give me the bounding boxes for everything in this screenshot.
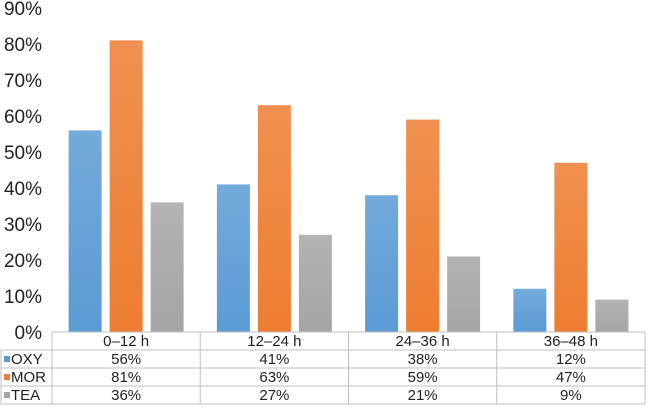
data-label: 63% [259, 369, 289, 386]
y-tick-label: 90% [4, 0, 42, 20]
y-tick-label: 10% [4, 287, 42, 308]
legend-label-oxy: OXY [11, 351, 43, 368]
bar-tea [298, 234, 332, 332]
legend-label-mor: MOR [11, 369, 46, 386]
data-label: 38% [408, 351, 438, 368]
category-label: 12–24 h [247, 333, 301, 350]
category-label: 36–48 h [544, 333, 598, 350]
y-tick-label: 20% [4, 251, 42, 272]
bar-mor [406, 119, 440, 332]
data-label: 9% [560, 387, 582, 404]
bar-tea [150, 202, 184, 332]
bar-mor [554, 162, 588, 332]
bar-oxy [513, 288, 547, 332]
data-label: 81% [111, 369, 141, 386]
y-tick-label: 50% [4, 143, 42, 164]
data-table: 0–12 h 12–24 h 24–36 h 36–48 h OXY 56% 41% 38% 1… [0, 331, 646, 405]
data-label: 56% [111, 351, 141, 368]
data-label: 41% [259, 351, 289, 368]
y-tick-label: 80% [4, 35, 42, 56]
bar-tea [447, 256, 481, 332]
data-label: 47% [556, 369, 586, 386]
bars [68, 40, 629, 333]
bar-mor [257, 105, 291, 332]
legend-swatch-tea [4, 392, 10, 398]
y-tick-label: 60% [4, 107, 42, 128]
legend-swatch-oxy [4, 356, 10, 362]
bar-oxy [216, 184, 250, 332]
y-tick-label: 0% [15, 323, 43, 344]
data-label: 59% [408, 369, 438, 386]
category-label: 0–12 h [103, 333, 149, 350]
data-label: 36% [111, 387, 141, 404]
bar-mor [109, 40, 143, 333]
category-label: 24–36 h [396, 333, 450, 350]
y-tick-label: 40% [4, 179, 42, 200]
y-tick-label: 30% [4, 215, 42, 236]
y-tick-label: 70% [4, 71, 42, 92]
data-label: 21% [408, 387, 438, 404]
bar-tea [595, 299, 629, 332]
legend-label-tea: TEA [11, 387, 40, 404]
bar-oxy [365, 195, 399, 332]
legend-swatch-mor [4, 374, 10, 380]
data-label: 12% [556, 351, 586, 368]
bar-oxy [68, 130, 102, 332]
data-label: 27% [259, 387, 289, 404]
y-axis: 0% 10% 20% 30% 40% 50% 60% 70% 80% 90% [4, 0, 42, 344]
